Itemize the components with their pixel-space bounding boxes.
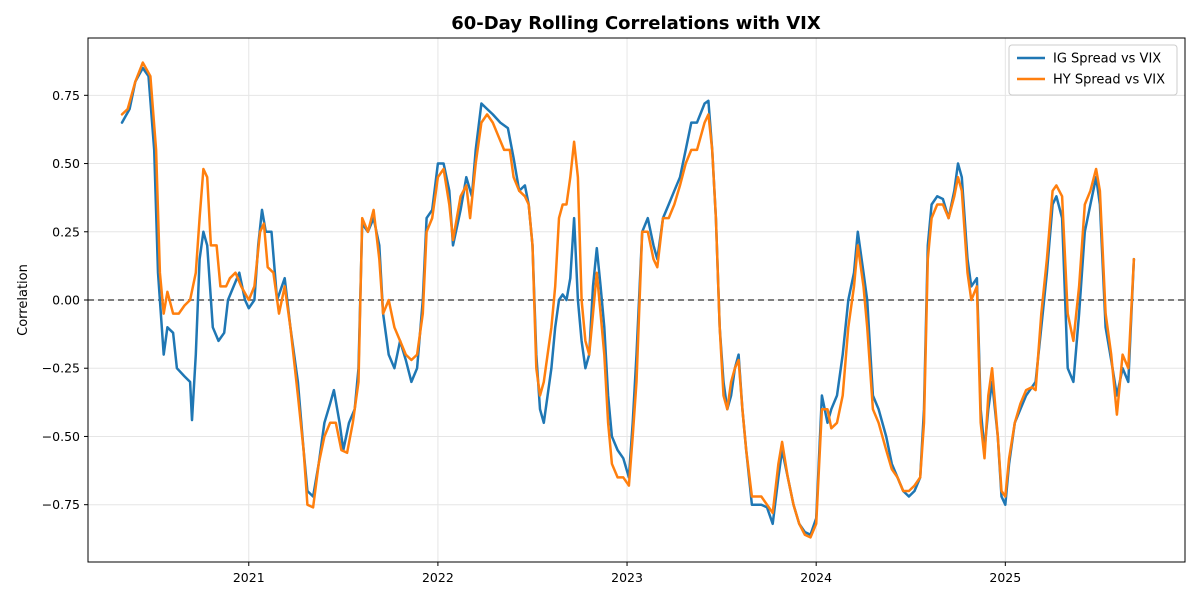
x-tick-label: 2021 — [233, 570, 265, 585]
y-tick-label: −0.50 — [42, 429, 80, 444]
legend: IG Spread vs VIX HY Spread vs VIX — [1008, 44, 1178, 96]
y-tick-label: 0.25 — [52, 224, 80, 239]
legend-label: IG Spread vs VIX — [1053, 52, 1161, 67]
y-tick-label: 0.75 — [52, 88, 80, 103]
y-tick-label: −0.25 — [42, 361, 80, 376]
y-axis-label: Correlation — [16, 264, 31, 336]
x-tick-label: 2023 — [611, 570, 643, 585]
y-tick-label: −0.75 — [42, 497, 80, 512]
x-tick-label: 2025 — [989, 570, 1021, 585]
x-tick-label: 2024 — [800, 570, 832, 585]
y-tick-label: 0.00 — [52, 293, 80, 308]
series-line-hy — [120, 61, 1136, 539]
legend-label: HY Spread vs VIX — [1053, 73, 1165, 88]
x-tick-label: 2022 — [422, 570, 454, 585]
x-axis-ticks: 2021 2022 2023 2024 2025 — [233, 562, 1021, 585]
legend-box — [1008, 44, 1178, 96]
y-tick-label: 0.50 — [52, 156, 80, 171]
y-axis-ticks: −0.75 −0.50 −0.25 0.00 0.25 0.50 0.75 — [42, 88, 88, 512]
series-lines — [120, 61, 1136, 539]
chart-title: 60-Day Rolling Correlations with VIX — [451, 13, 821, 34]
